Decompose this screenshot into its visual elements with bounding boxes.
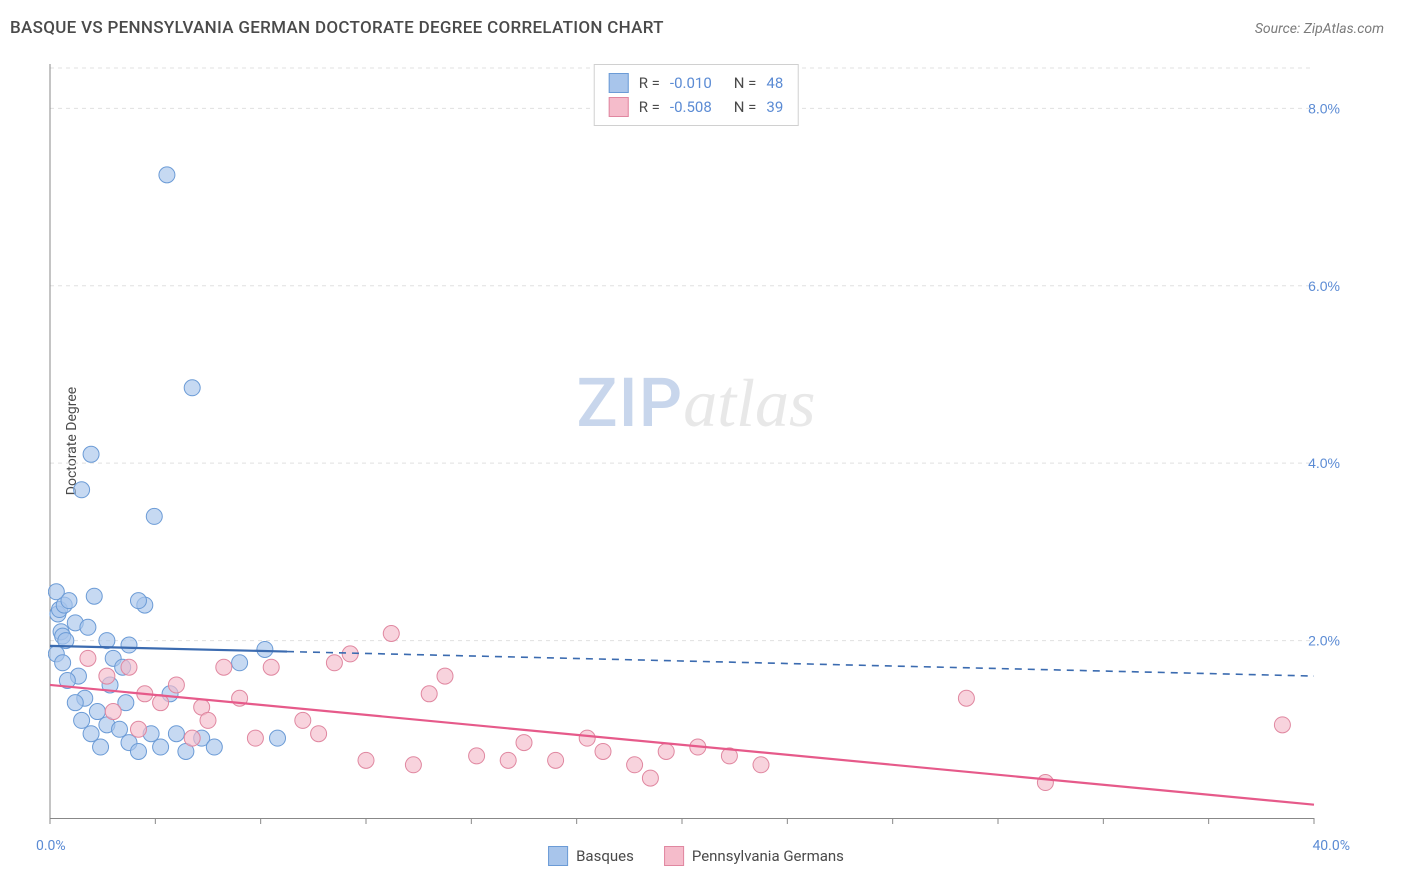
- r-label: R =: [639, 98, 660, 116]
- source-label: Source: ZipAtlas.com: [1255, 21, 1384, 37]
- scatter-plot: 2.0% 4.0% 6.0% 8.0%: [48, 56, 1344, 826]
- swatch-icon: [664, 846, 684, 866]
- n-value: 39: [766, 98, 783, 116]
- n-label: N =: [734, 98, 757, 116]
- legend-item: Basques: [548, 846, 634, 866]
- chart-title: BASQUE VS PENNSYLVANIA GERMAN DOCTORATE …: [10, 18, 664, 38]
- series-legend: Basques Pennsylvania Germans: [548, 846, 844, 866]
- chart-area: Doctorate Degree 2.0%4.0%6.0%8.0% ZIPatl…: [48, 56, 1344, 826]
- swatch-icon: [609, 97, 629, 117]
- legend-label: Pennsylvania Germans: [692, 847, 844, 865]
- swatch-icon: [609, 73, 629, 93]
- svg-text:6.0%: 6.0%: [1308, 278, 1340, 294]
- stat-row: R = -0.010 N = 48: [609, 71, 784, 95]
- r-value: -0.010: [670, 74, 712, 92]
- n-value: 48: [766, 74, 783, 92]
- legend-item: Pennsylvania Germans: [664, 846, 844, 866]
- stat-row: R = -0.508 N = 39: [609, 95, 784, 119]
- svg-text:8.0%: 8.0%: [1308, 100, 1340, 116]
- x-tick-min: 0.0%: [36, 838, 66, 854]
- r-label: R =: [639, 74, 660, 92]
- stats-legend: R = -0.010 N = 48 R = -0.508 N = 39: [594, 64, 799, 126]
- r-value: -0.508: [670, 98, 712, 116]
- n-label: N =: [734, 74, 757, 92]
- x-tick-max: 40.0%: [1312, 838, 1350, 854]
- svg-text:2.0%: 2.0%: [1308, 633, 1340, 649]
- swatch-icon: [548, 846, 568, 866]
- legend-label: Basques: [576, 847, 634, 865]
- svg-text:4.0%: 4.0%: [1308, 455, 1340, 471]
